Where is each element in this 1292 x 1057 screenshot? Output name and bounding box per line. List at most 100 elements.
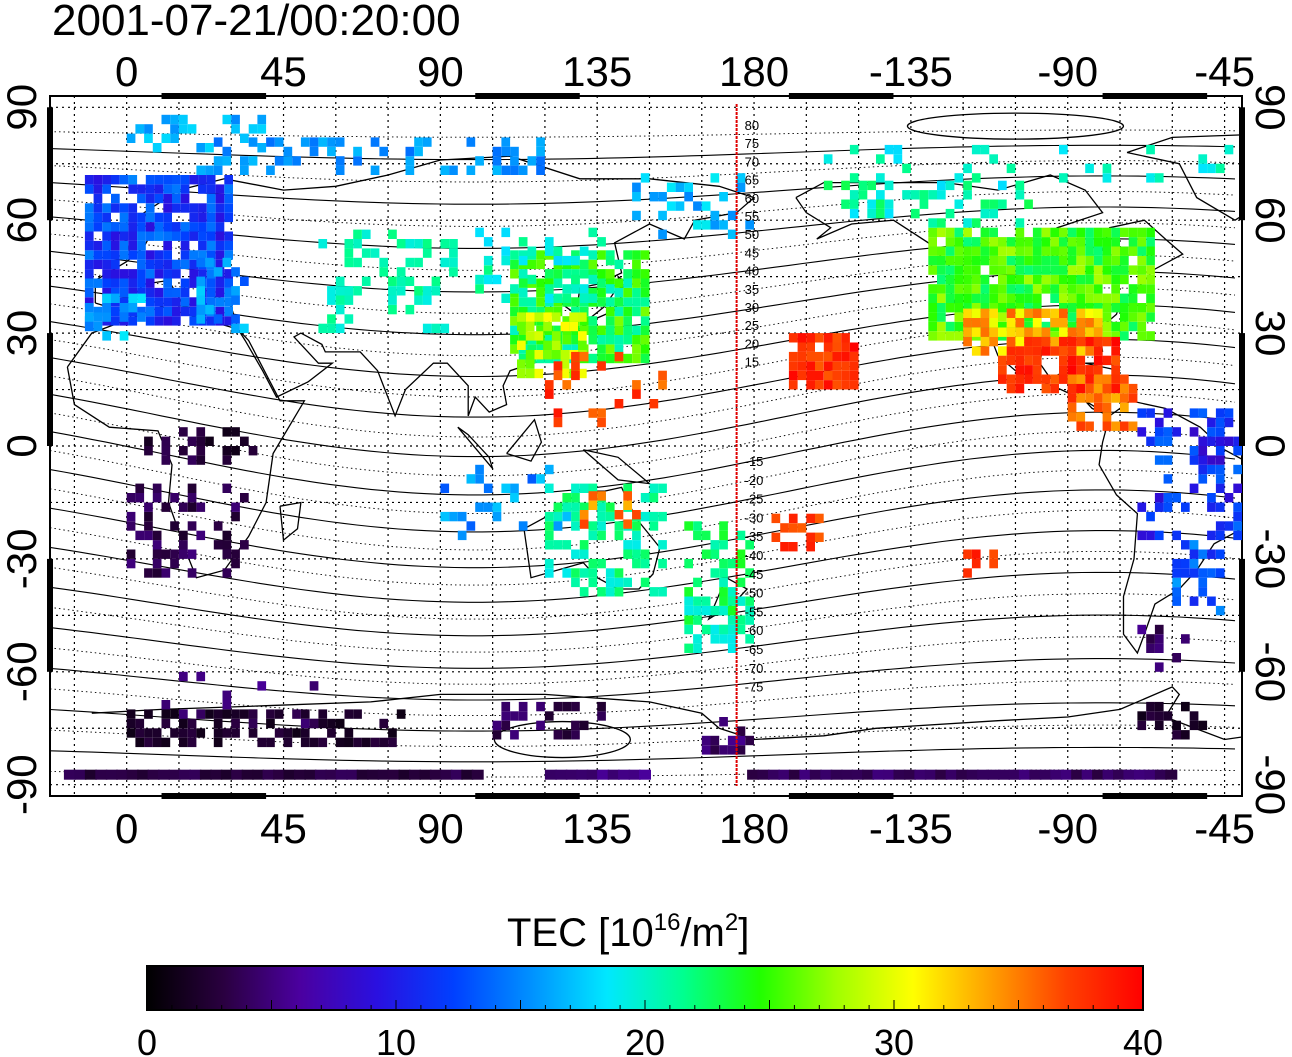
tec-cell [449, 248, 458, 258]
tec-cell [876, 154, 885, 164]
tec-cell [483, 274, 493, 285]
tec-cell [954, 303, 964, 313]
tec-cell [147, 769, 160, 780]
tec-cell [224, 240, 233, 251]
tec-cell [1032, 274, 1042, 285]
tec-cell [562, 344, 572, 354]
tec-cell [719, 634, 728, 644]
tec-cell [1015, 374, 1025, 384]
tec-cell [198, 231, 207, 241]
tec-cell [1102, 336, 1112, 347]
tec-cell [1102, 383, 1112, 394]
tec-cell [1154, 455, 1164, 465]
tec-cell [518, 255, 528, 266]
tec-cell [745, 220, 754, 230]
tec-cell [649, 587, 659, 597]
tec-cell [187, 502, 197, 512]
tec-cell [806, 380, 815, 390]
left-lat-tick: 30 [0, 310, 45, 357]
tec-cell [344, 257, 354, 268]
tec-cell [1050, 237, 1059, 247]
tec-cell [632, 182, 641, 192]
tec-cell [1111, 237, 1120, 247]
tec-cell [605, 353, 615, 364]
tec-cell [628, 769, 641, 780]
tec-cell [179, 427, 188, 437]
tec-cell [1076, 274, 1086, 285]
tec-cell [536, 297, 545, 307]
tec-cell [102, 278, 111, 288]
tec-cell [1224, 144, 1234, 155]
tec-cell [605, 284, 615, 294]
tec-cell [163, 287, 172, 298]
tec-cell [553, 502, 563, 512]
magnetic-meridian-line: 8075706560555045403530252015-15-20-25-30… [735, 104, 763, 786]
tec-cell [632, 335, 641, 345]
tec-cell [578, 340, 587, 350]
tec-cell [501, 720, 511, 731]
tec-cell [161, 446, 171, 456]
tec-cell [170, 493, 179, 503]
tec-cell [1102, 769, 1115, 780]
tec-cell [128, 316, 138, 326]
mag-lat-contour [50, 593, 1236, 653]
tec-cell [111, 231, 120, 241]
tec-cell [163, 316, 172, 326]
tec-cell [1093, 227, 1103, 238]
frame-bar-top [788, 93, 894, 99]
tec-cell [213, 737, 223, 748]
tec-cell [206, 175, 216, 185]
tec-cell [154, 306, 164, 317]
tec-cell [544, 521, 554, 531]
tec-cell [405, 156, 415, 166]
tec-cell [607, 769, 620, 780]
tec-cell [170, 521, 179, 531]
tec-cell [954, 274, 964, 285]
tec-cell [806, 513, 815, 524]
tec-cell [361, 276, 371, 286]
tec-cell [414, 146, 423, 157]
tec-cell [815, 361, 824, 371]
tec-cell [710, 173, 720, 183]
tec-cell [222, 700, 232, 710]
tec-cell [431, 286, 441, 296]
tec-cell [1076, 393, 1086, 403]
tec-cell [205, 304, 214, 315]
tec-cell [562, 335, 572, 345]
tec-cell [1189, 596, 1199, 606]
tec-cell [300, 728, 310, 738]
tec-cell [1085, 365, 1094, 375]
tec-cell [806, 532, 815, 542]
tec-cell [422, 286, 432, 296]
tec-cell [1111, 383, 1120, 394]
tec-cell [1128, 421, 1138, 431]
tec-cell [963, 190, 972, 200]
tec-cell [1085, 374, 1094, 384]
tec-cell [640, 353, 650, 364]
tec-cell [126, 511, 136, 522]
tec-cell [578, 312, 587, 322]
tec-cell [224, 193, 233, 204]
tec-cell [544, 380, 554, 390]
tec-cell [806, 333, 815, 343]
tec-cell [189, 222, 199, 232]
tec-cell [154, 193, 164, 204]
tec-cell [248, 124, 258, 134]
tec-cell [1015, 218, 1025, 228]
tec-cell [543, 340, 552, 350]
tec-cell [224, 250, 233, 260]
tec-cell [597, 530, 606, 541]
tec-cell [605, 255, 615, 266]
tec-cell [231, 502, 240, 512]
tec-cell [346, 769, 359, 780]
tec-cell [928, 190, 937, 200]
tec-cell [1093, 336, 1103, 347]
tec-cell [119, 240, 129, 251]
tec-cell [501, 701, 511, 712]
tec-cell [215, 297, 225, 307]
tec-cell [93, 312, 103, 322]
tec-cell [1137, 312, 1147, 322]
tec-cell [1137, 246, 1147, 256]
tec-cell [1071, 769, 1084, 780]
tec-cell [1233, 502, 1242, 512]
